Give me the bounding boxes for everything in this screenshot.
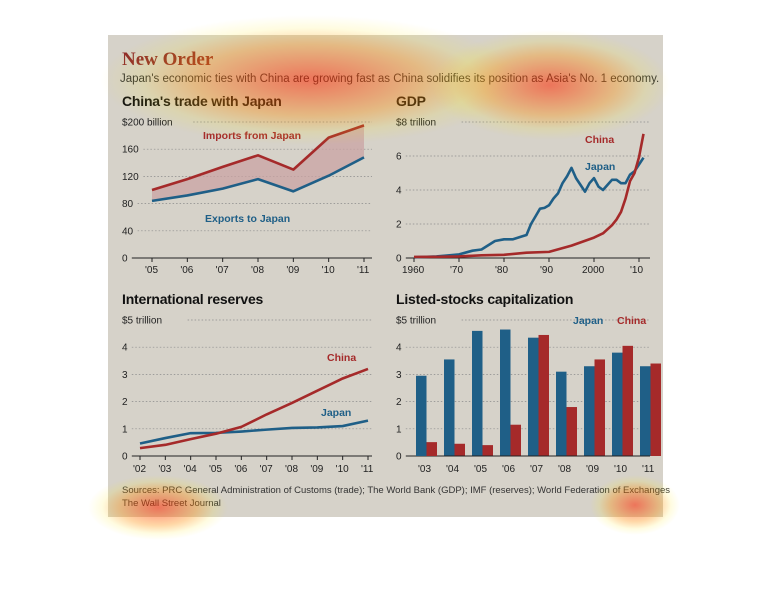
reserves-xtick-label: '10 — [336, 464, 349, 475]
stocks-bar-china — [622, 345, 633, 456]
gdp-series-china-line — [413, 133, 645, 259]
chart-title-stocks: Listed-stocks capitalization — [396, 291, 574, 307]
trade-ytick-label: 0 — [122, 254, 128, 265]
trade-label-imports: Imports from Japan — [203, 130, 301, 142]
stocks-ytick-label: 0 — [396, 452, 402, 463]
trade-xtick-label: '08 — [251, 265, 264, 276]
stocks-ytick-label: 4 — [396, 343, 402, 354]
gdp-xtick-label: '10 — [630, 265, 643, 276]
stocks-ytick-label: 2 — [396, 397, 402, 408]
reserves-xtick-label: '02 — [133, 464, 146, 475]
stocks-bar-china — [538, 334, 549, 456]
gdp-xtick-label: '90 — [540, 265, 553, 276]
gdp-xtick-label: '70 — [450, 265, 463, 276]
reserves-xtick-label: '09 — [310, 464, 323, 475]
gdp-xtick-label: 2000 — [582, 265, 605, 276]
stocks-xtick-label: '06 — [502, 464, 515, 475]
stocks-bar-china — [510, 424, 521, 456]
stocks-bar-japan — [640, 366, 651, 456]
gdp-ytick-label: 4 — [396, 186, 402, 197]
stocks-xtick-label: '05 — [474, 464, 487, 475]
stocks-bar-japan — [472, 330, 483, 456]
stocks-bar-japan — [528, 337, 539, 456]
trade-ytick-label: 40 — [122, 226, 134, 237]
stocks-bar-japan — [500, 329, 511, 456]
reserves-ytick-label: $5 trillion — [122, 316, 162, 327]
stocks-xtick-label: '10 — [614, 464, 627, 475]
stocks-xtick-label: '08 — [558, 464, 571, 475]
stocks-bar-china — [594, 359, 605, 456]
trade-series-exports-line — [151, 156, 365, 203]
stocks-xtick-label: '09 — [586, 464, 599, 475]
reserves-xtick-label: '03 — [158, 464, 171, 475]
reserves-ytick-label: 4 — [122, 343, 128, 354]
stocks-bar-china — [566, 407, 577, 456]
stocks-bar-china — [454, 443, 465, 456]
reserves-xtick-label: '05 — [209, 464, 222, 475]
stocks-legend-china: China — [617, 315, 646, 327]
stocks-legend-japan: Japan — [573, 315, 603, 327]
gdp-ytick-label: $8 trillion — [396, 118, 436, 129]
stocks-xtick-label: '03 — [418, 464, 431, 475]
stocks-bar-china — [650, 363, 661, 456]
reserves-xtick-label: '08 — [285, 464, 298, 475]
trade-ytick-label: 120 — [122, 172, 139, 183]
trade-xtick-label: '10 — [322, 265, 335, 276]
gdp-label-china: China — [585, 134, 614, 146]
reserves-label-china: China — [327, 352, 356, 364]
trade-gap-area — [152, 125, 364, 201]
gdp-ytick-label: 6 — [396, 152, 402, 163]
stocks-bar-japan — [584, 366, 595, 456]
stocks-bar-japan — [416, 375, 427, 456]
trade-xtick-label: '06 — [180, 265, 193, 276]
trade-label-exports: Exports to Japan — [205, 213, 290, 225]
reserves-ytick-label: 0 — [122, 452, 128, 463]
stocks-bar-china — [482, 445, 493, 456]
chart-title-reserves: International reserves — [122, 291, 264, 307]
stocks-ytick-label: $5 trillion — [396, 316, 436, 327]
stocks-xtick-label: '11 — [642, 464, 655, 475]
trade-ytick-label: $200 billion — [122, 118, 173, 129]
gdp-label-japan: Japan — [585, 161, 615, 173]
stocks-bar-japan — [556, 371, 567, 456]
credit-note: The Wall Street Journal — [122, 498, 221, 509]
stocks-bar-china — [426, 442, 437, 456]
gdp-xtick-label: 1960 — [402, 265, 425, 276]
reserves-xtick-label: '04 — [184, 464, 197, 475]
reserves-xtick-label: '07 — [260, 464, 273, 475]
trade-ytick-label: 80 — [122, 199, 134, 210]
stocks-xtick-label: '04 — [446, 464, 459, 475]
stocks-bar-japan — [612, 352, 623, 456]
reserves-xtick-label: '06 — [234, 464, 247, 475]
stocks-ytick-label: 3 — [396, 370, 402, 381]
trade-xtick-label: '05 — [145, 265, 158, 276]
trade-xtick-label: '07 — [216, 265, 229, 276]
reserves-series-japan-line — [139, 419, 369, 445]
reserves-ytick-label: 3 — [122, 370, 128, 381]
trade-ytick-label: 160 — [122, 145, 139, 156]
stocks-ytick-label: 1 — [396, 424, 402, 435]
reserves-label-japan: Japan — [321, 407, 351, 419]
trade-xtick-label: '09 — [286, 265, 299, 276]
gdp-xtick-label: '80 — [495, 265, 508, 276]
gdp-ytick-label: 0 — [396, 254, 402, 265]
trade-xtick-label: '11 — [357, 265, 370, 276]
stocks-bar-japan — [444, 359, 455, 456]
gdp-ytick-label: 2 — [396, 220, 402, 231]
gdp-series-japan-line — [413, 156, 645, 259]
reserves-ytick-label: 2 — [122, 397, 128, 408]
reserves-series-china-line — [139, 367, 369, 450]
reserves-ytick-label: 1 — [122, 424, 128, 435]
reserves-xtick-label: '11 — [361, 464, 374, 475]
sources-note: Sources: PRC General Administration of C… — [122, 485, 671, 496]
stocks-xtick-label: '07 — [530, 464, 543, 475]
